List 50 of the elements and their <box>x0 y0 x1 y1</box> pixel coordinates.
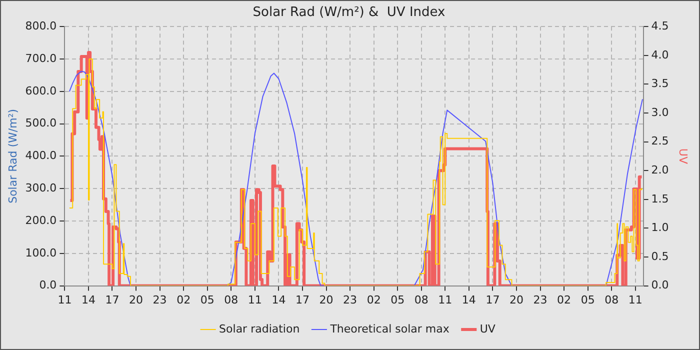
x-tick-label: 05 <box>390 293 405 306</box>
y-tick-label: 800.0 <box>25 19 57 32</box>
y2-tick-label: 3.5 <box>651 77 669 90</box>
legend-label: Solar radiation <box>219 322 300 336</box>
x-tick-label: 14 <box>272 293 286 306</box>
y2-axis-title: UV <box>676 148 690 164</box>
x-tick-label: 11 <box>58 293 72 306</box>
y2-tick-label: 1.5 <box>651 192 669 206</box>
y2-tick-label: 4.0 <box>651 48 669 62</box>
y2-tick-label: 1.0 <box>651 221 669 234</box>
x-tick-label: 05 <box>580 293 595 306</box>
x-tick-label: 20 <box>319 293 334 306</box>
chart-title: Solar Rad (W/m²) & UV Index <box>252 5 446 20</box>
y-tick-label: 500.0 <box>25 116 57 130</box>
x-tick-label: 17 <box>105 293 120 306</box>
x-tick-label: 14 <box>81 293 96 306</box>
x-tick-label: 17 <box>295 293 310 306</box>
x-tick-label: 08 <box>604 293 619 306</box>
y-tick-label: 700.0 <box>25 52 57 65</box>
x-tick-label: 23 <box>533 293 548 306</box>
x-tick-label: 11 <box>438 293 452 306</box>
x-tick-label: 02 <box>366 293 381 306</box>
legend-label: UV <box>480 322 496 336</box>
x-tick-label: 08 <box>224 293 238 306</box>
y-tick-label: 600.0 <box>25 84 57 98</box>
x-tick-label: 02 <box>557 293 572 306</box>
x-tick-label: 17 <box>486 293 500 306</box>
legend-label: Theoretical solar max <box>329 322 450 336</box>
x-tick-label: 23 <box>343 293 358 306</box>
y2-tick-label: 2.0 <box>651 163 669 176</box>
y-tick-label: 100.0 <box>25 246 57 260</box>
x-tick-label: 23 <box>152 293 167 306</box>
x-tick-label: 14 <box>462 293 476 306</box>
x-tick-label: 02 <box>176 293 191 306</box>
y-axis-title: Solar Rad (W/m²) <box>6 108 20 204</box>
y2-tick-label: 0.5 <box>651 250 669 263</box>
x-tick-label: 11 <box>248 293 262 306</box>
y2-tick-label: 0.0 <box>651 278 669 292</box>
y2-tick-label: 4.5 <box>651 19 669 32</box>
x-tick-label: 08 <box>414 293 428 306</box>
x-tick-label: 20 <box>129 293 144 306</box>
y-tick-label: 400.0 <box>25 149 57 162</box>
y2-tick-label: 2.5 <box>651 134 669 148</box>
y-tick-label: 300.0 <box>25 181 57 194</box>
y2-tick-label: 3.0 <box>651 106 669 119</box>
y-tick-label: 0.0 <box>39 278 57 292</box>
x-tick-label: 05 <box>200 293 214 306</box>
y-tick-label: 200.0 <box>25 214 57 227</box>
x-tick-label: 20 <box>509 293 524 306</box>
x-tick-label: 11 <box>628 293 642 306</box>
